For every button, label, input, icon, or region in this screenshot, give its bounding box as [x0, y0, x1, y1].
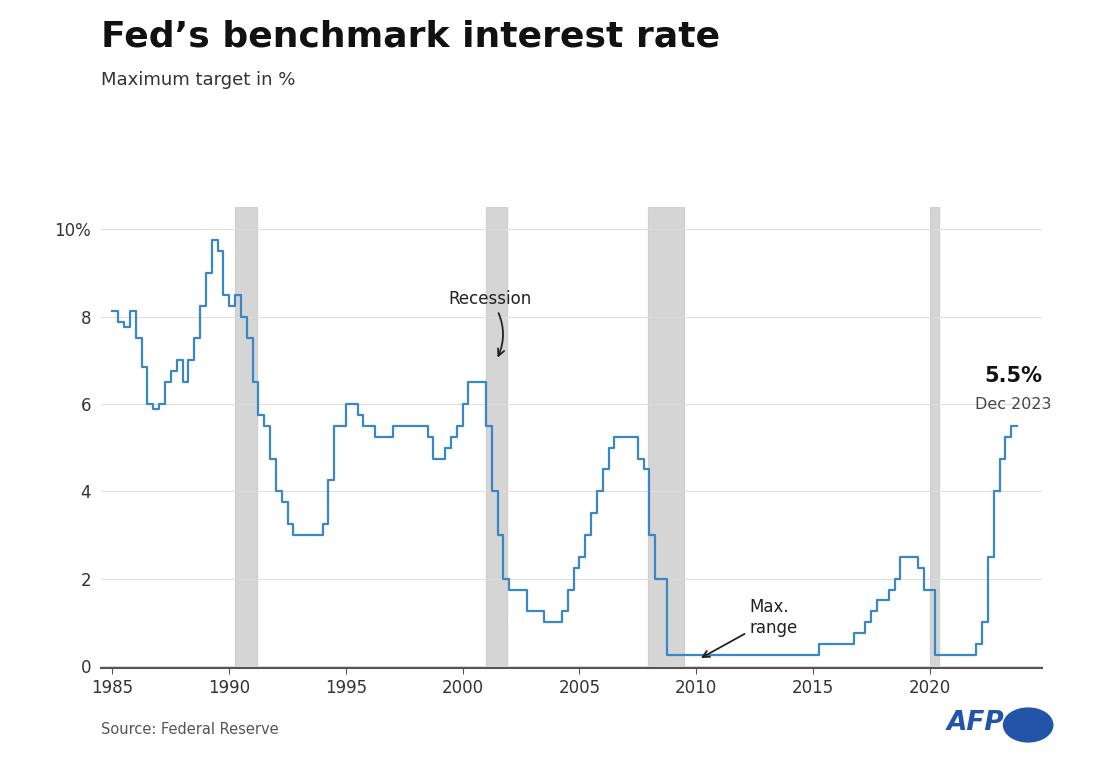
Text: Dec 2023: Dec 2023 — [976, 397, 1052, 412]
Text: Fed’s benchmark interest rate: Fed’s benchmark interest rate — [101, 19, 720, 53]
Text: Source: Federal Reserve: Source: Federal Reserve — [101, 722, 279, 737]
Text: Maximum target in %: Maximum target in % — [101, 71, 296, 88]
Text: 5.5%: 5.5% — [984, 366, 1043, 386]
Text: Recession: Recession — [449, 290, 532, 356]
Text: Max.
range: Max. range — [702, 598, 799, 657]
Bar — [486, 207, 507, 668]
Text: AFP: AFP — [946, 710, 1005, 736]
Bar — [235, 207, 256, 668]
Bar — [647, 207, 684, 668]
Bar — [930, 207, 940, 668]
